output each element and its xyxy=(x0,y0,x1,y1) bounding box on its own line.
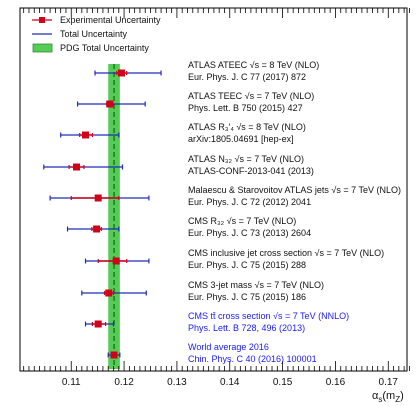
x-tick-label: 0.13 xyxy=(167,377,187,388)
measurement-marker xyxy=(93,225,101,233)
measurement-reference: Phys. Lett. B 750 (2015) 427 xyxy=(188,103,303,113)
measurement-labels: ATLAS ATEEC √s = 8 TeV (NLO) Eur. Phys. J… xyxy=(188,60,401,364)
measurement-label: ATLAS ATEEC √s = 8 TeV (NLO) xyxy=(188,60,319,70)
legend: Experimental Uncertainty Total Uncertain… xyxy=(32,15,161,53)
measurement-reference: ATLAS-CONF-2013-041 (2013) xyxy=(188,166,314,176)
x-tick-label: 0.11 xyxy=(62,377,81,388)
measurement-marker xyxy=(94,194,102,202)
x-axis-ticks: 0.11 0.12 0.13 0.14 0.15 0.16 0.17 xyxy=(23,8,410,388)
measurement-reference: Chin. Phys. C 40 (2016) 100001 xyxy=(188,354,317,364)
legend-exp-marker xyxy=(39,17,45,23)
legend-total-label: Total Uncertainty xyxy=(60,29,128,39)
measurement-reference: Eur. Phys. J. C 72 (2012) 2041 xyxy=(188,197,311,207)
legend-pdg-swatch xyxy=(32,43,53,53)
x-tick-label: 0.14 xyxy=(220,377,240,388)
measurement-reference: Eur. Phys. J. C 73 (2013) 2604 xyxy=(188,228,311,238)
measurement-label: CMS inclusive jet cross section √s = 7 T… xyxy=(188,248,384,258)
measurement-label: ATLAS TEEC √s = 7 TeV (NLO) xyxy=(188,91,314,101)
measurement-reference: Eur. Phys. J. C 75 (2015) 186 xyxy=(188,292,306,302)
x-tick-label: 0.17 xyxy=(379,377,399,388)
legend-exp-label: Experimental Uncertainty xyxy=(60,15,161,25)
x-tick-label: 0.15 xyxy=(273,377,293,388)
measurement-reference: arXiv:1805.04691 [hep-ex] xyxy=(188,134,294,144)
plot-frame xyxy=(19,7,408,372)
measurement-marker xyxy=(94,320,102,328)
measurement-label: Malaescu & Starovoitov ATLAS jets √s = 7… xyxy=(188,185,401,195)
measurement-marker xyxy=(117,69,125,77)
measurement-marker xyxy=(112,257,120,265)
measurement-label: CMS 3-jet mass √s = 7 TeV (NLO) xyxy=(188,280,324,290)
legend-pdg-label: PDG Total Uncertainty xyxy=(60,43,149,53)
measurement-reference: Phys. Lett. B 728, 496 (2013) xyxy=(188,323,305,333)
measurement-marker xyxy=(110,351,118,359)
measurement-reference: Eur. Phys. J. C 77 (2017) 872 xyxy=(188,72,306,82)
measurement-label: CMS tt̄ cross section √s = 7 TeV (NNLO) xyxy=(188,311,349,321)
measurement-marker xyxy=(106,100,114,108)
pdg-band-layer xyxy=(108,64,120,369)
x-tick-label: 0.12 xyxy=(114,377,134,388)
measurement-label: World average 2016 xyxy=(188,342,269,352)
measurement-reference: Eur. Phys. J. C 75 (2015) 288 xyxy=(188,260,306,270)
x-axis-label: αs(mZ) xyxy=(372,390,404,404)
measurement-marker xyxy=(73,163,81,171)
measurement-label: ATLAS N₃₂ √s = 7 TeV (NLO) xyxy=(188,154,304,164)
measurement-label: CMS R₃₂ √s = 7 TeV (NLO) xyxy=(188,216,296,226)
measurement-marker xyxy=(82,131,90,139)
measurement-points xyxy=(43,69,162,359)
x-tick-label: 0.16 xyxy=(326,377,346,388)
measurement-marker xyxy=(105,289,113,297)
measurement-label: ATLAS R₃′₄ √s = 8 TeV (NLO) xyxy=(188,122,306,132)
